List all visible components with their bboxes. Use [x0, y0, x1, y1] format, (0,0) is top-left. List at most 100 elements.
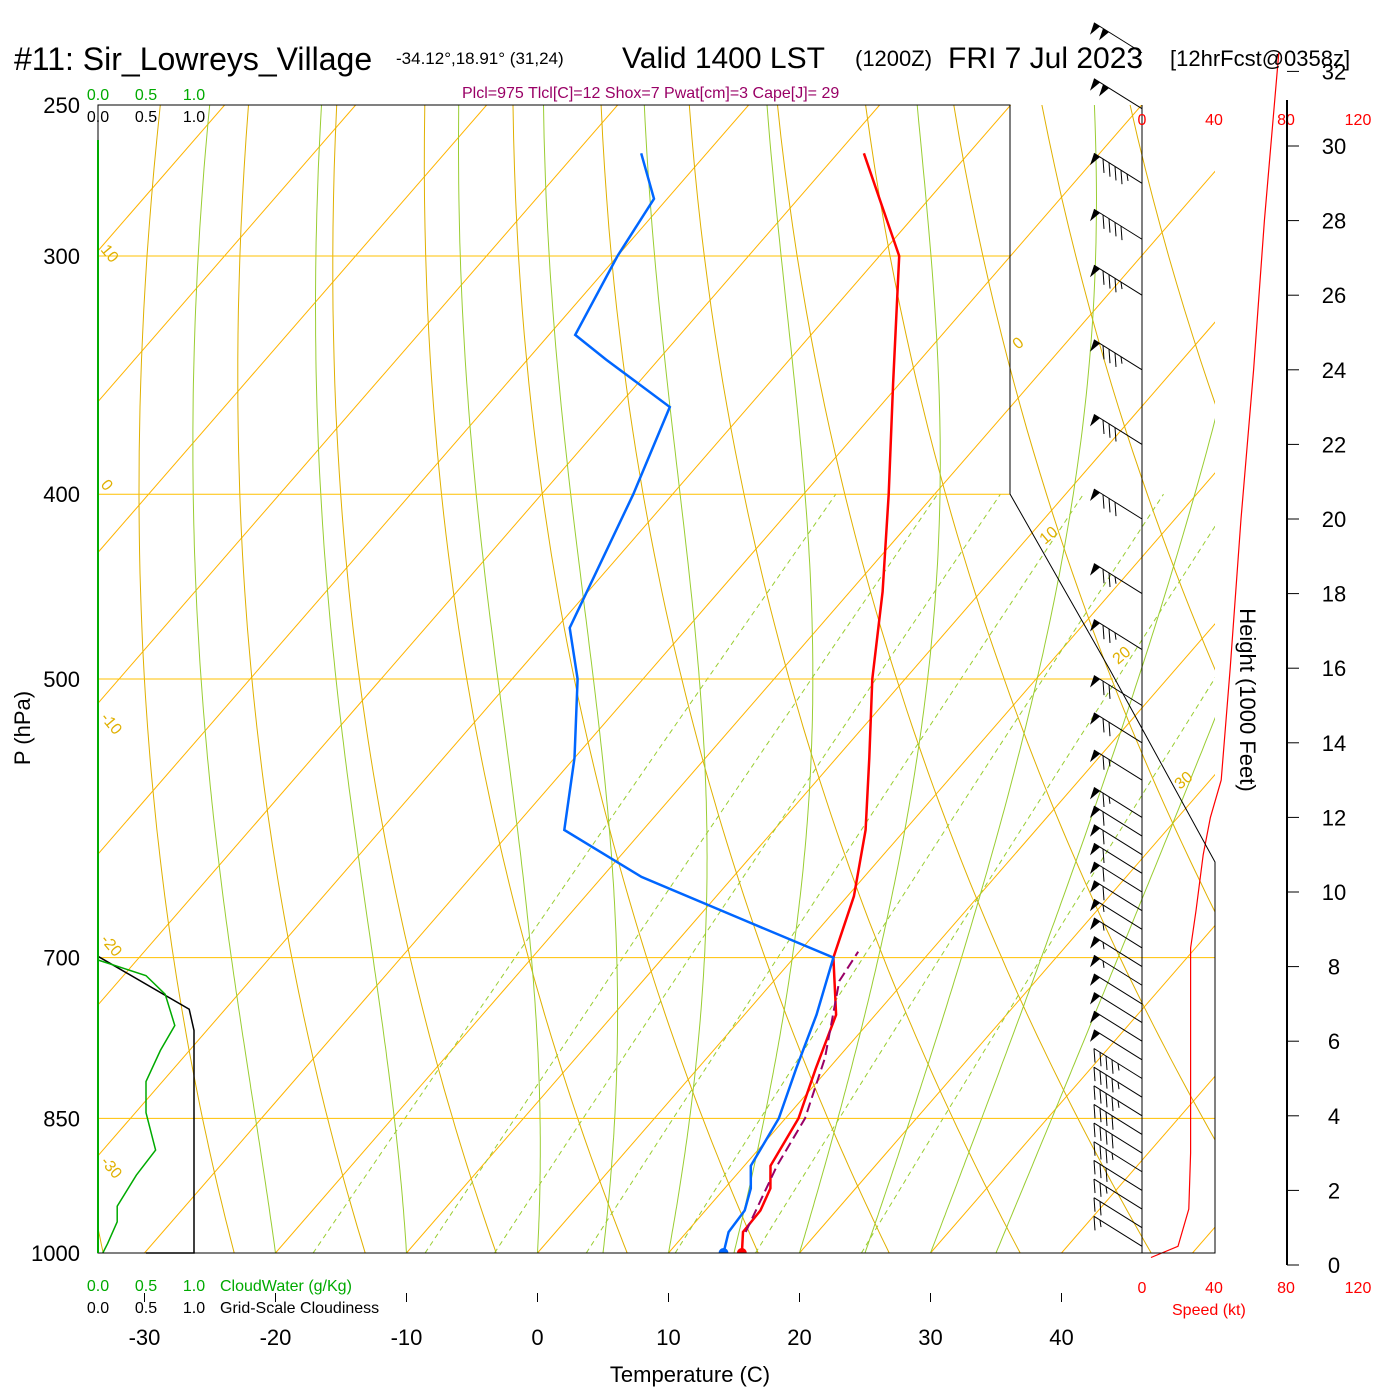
wind-barb-flag — [1111, 1059, 1114, 1074]
station-location: -34.12°,18.91° (31,24) — [396, 49, 564, 68]
mixing-ratio-line — [424, 493, 938, 1253]
forecast-label: [12hrFcst@0358z] — [1170, 46, 1350, 71]
wind-barb-staff — [1093, 1178, 1143, 1210]
moist-adiabat-line — [643, 105, 708, 1253]
wind-barb-staff — [1093, 1010, 1143, 1042]
moist-adiabat-line — [799, 105, 941, 1253]
wind-barb-flag — [1114, 222, 1117, 237]
height-tick-label: 10 — [1322, 880, 1346, 905]
height-tick-label: 18 — [1322, 582, 1346, 607]
wind-barb-flag — [1108, 572, 1111, 588]
height-tick-label: 28 — [1322, 209, 1346, 234]
isotherm-label: -30 — [97, 1154, 125, 1183]
speed-tick-label-bottom: 40 — [1205, 1280, 1223, 1297]
wind-barb — [1093, 1122, 1143, 1154]
zulu-time: (1200Z) — [855, 46, 932, 71]
wind-barb — [1090, 936, 1143, 968]
wind-barb-pennant — [1090, 806, 1100, 819]
wind-barb-staff — [1093, 1029, 1143, 1061]
isotherm-label: -10 — [97, 710, 125, 739]
wind-barb-flag — [1108, 349, 1111, 364]
wind-barb-flag — [1102, 419, 1105, 435]
wind-barb-flag — [1105, 1074, 1108, 1089]
wind-barb-flag — [1093, 1085, 1096, 1100]
wind-barb — [1090, 992, 1143, 1023]
wind-barb-pennant — [1090, 862, 1100, 874]
wind-barb-pennant — [1090, 1011, 1100, 1024]
wind-barb-pennant — [1090, 880, 1100, 893]
wind-barb-flag — [1108, 684, 1111, 699]
moist-adiabat-line — [864, 105, 1098, 1253]
wind-barb-flag — [1105, 1093, 1108, 1108]
wind-barb-flag — [1102, 158, 1105, 173]
dry-adiabat-line — [688, 105, 1021, 1253]
wind-barb-staff — [1093, 339, 1143, 371]
wind-barb-half-flag — [1120, 356, 1123, 364]
wind-barb-pennant — [1090, 843, 1100, 856]
wind-barb-pennant — [1090, 78, 1100, 91]
wind-barb — [1090, 22, 1143, 54]
mixing-ratio-line — [755, 525, 1215, 1253]
isotherm-line — [930, 924, 1215, 1253]
dry-adiabat-line — [512, 105, 759, 1253]
wind-barb-staff — [1093, 563, 1143, 595]
mixing-ratio-label: 20 — [844, 1262, 869, 1287]
stability-indices: Plcl=975 Tlcl[C]=12 Shox=7 Pwat[cm]=3 Ca… — [462, 85, 839, 102]
height-tick-label: 8 — [1328, 955, 1340, 980]
wind-barb-flag — [1099, 1070, 1102, 1085]
cloud-panel: 0.00.00.00.00.50.50.50.51.01.01.01.0 — [87, 87, 205, 1317]
pressure-tick-label: 300 — [43, 244, 80, 269]
moist-adiabat-line — [930, 417, 1215, 1253]
wind-barb — [1090, 917, 1143, 949]
wind-barb-staff — [1093, 805, 1143, 837]
wind-barb-flag — [1093, 1160, 1096, 1175]
cloudwater-scale-bottom: 0.5 — [135, 1278, 157, 1295]
wind-barb-half-flag — [1099, 1220, 1102, 1228]
wind-barb-pennant — [1090, 787, 1100, 800]
wind-barb — [1093, 1141, 1143, 1173]
dewpoint-line — [562, 152, 835, 1253]
wind-barb-staff — [1093, 954, 1143, 986]
wind-barb-half-flag — [1126, 173, 1129, 181]
height-tick-label: 20 — [1322, 507, 1346, 532]
moist-adiabat-line — [458, 105, 541, 1253]
height-tick-label: 2 — [1328, 1178, 1340, 1203]
wind-barb-flag — [1099, 1201, 1102, 1216]
wind-barb-half-flag — [1111, 1152, 1114, 1161]
wind-barb-flag — [1102, 569, 1105, 584]
wind-barb-flag — [1093, 1179, 1096, 1194]
wind-barb-half-flag — [1117, 1082, 1120, 1090]
speed-tick-label-top: 0 — [1138, 112, 1147, 129]
height-axis-label: Height (1000 Feet) — [1235, 608, 1260, 791]
height-tick-label: 32 — [1322, 59, 1346, 84]
wind-barb-pennant — [1090, 675, 1100, 688]
sounding-profiles — [562, 152, 901, 1253]
isotherm-line — [799, 773, 1215, 1253]
wind-barb-half-flag — [1102, 923, 1105, 931]
wind-barb-pennant — [1090, 750, 1100, 763]
speed-tick-label-top: 120 — [1345, 112, 1372, 129]
temperature-tick-label: -30 — [129, 1325, 161, 1350]
pressure-tick-label: 700 — [43, 946, 80, 971]
mixing-ratio-line — [494, 493, 1001, 1253]
pressure-tick-label: 1000 — [31, 1241, 80, 1266]
wind-barb-flag — [1120, 226, 1123, 241]
wind-barb-flag — [1108, 162, 1111, 177]
wind-barb-staff — [1093, 22, 1143, 54]
wind-barb-flag — [1099, 1145, 1102, 1160]
moist-adiabat-line — [995, 716, 1215, 1253]
wind-barb-flag — [1093, 1048, 1096, 1063]
wind-barb-half-flag — [1102, 904, 1105, 912]
wind-barb-flag — [1102, 811, 1105, 826]
wind-barb-half-flag — [1120, 282, 1123, 290]
valid-time: Valid 1400 LST — [622, 42, 825, 75]
wind-barb-staff — [1093, 1197, 1143, 1229]
wind-barb-flag — [1102, 886, 1105, 901]
wind-barb-flag — [1114, 502, 1117, 517]
cloudiness-scale-top: 1.0 — [183, 109, 205, 126]
wind-barb — [1093, 1066, 1143, 1098]
speed-tick-label-bottom: 0 — [1138, 1280, 1147, 1297]
wind-barb-pennant — [1090, 22, 1100, 35]
wind-barb-staff — [1093, 917, 1143, 949]
wind-barb-staff — [1093, 208, 1143, 240]
